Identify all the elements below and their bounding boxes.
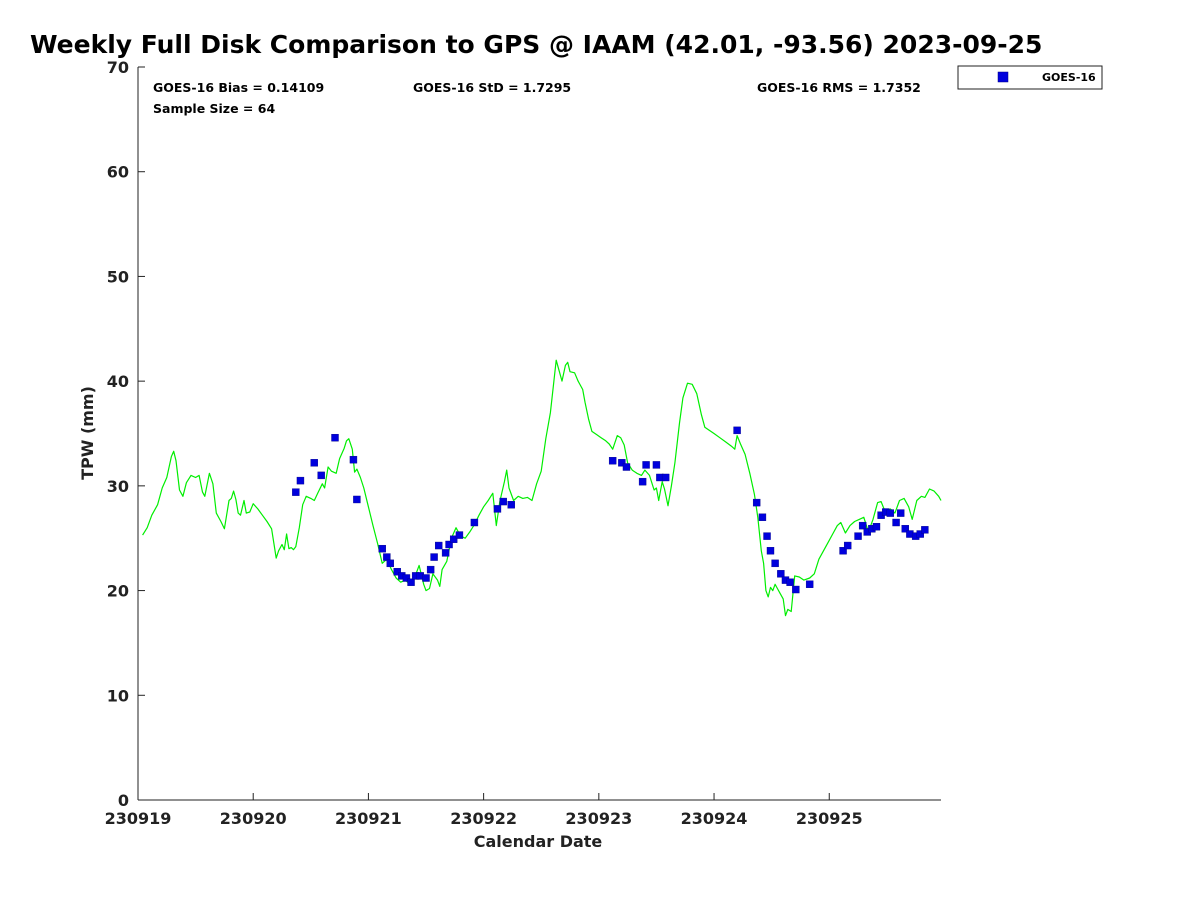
goes16-point bbox=[441, 549, 450, 557]
goes16-point bbox=[407, 578, 415, 586]
goes16-point bbox=[763, 532, 771, 540]
x-tick-label: 230924 bbox=[681, 809, 748, 828]
goes16-point bbox=[858, 521, 867, 530]
y-tick-label: 60 bbox=[107, 163, 129, 182]
y-tick-label: 30 bbox=[107, 477, 129, 496]
goes16-point bbox=[455, 531, 464, 539]
legend-label: GOES-16 bbox=[1042, 71, 1096, 84]
axes: 0 10 20 30 40 50 60 70 230919 230920 230921 230922 2… bbox=[105, 58, 941, 828]
goes16-point bbox=[872, 522, 881, 531]
goes16-point bbox=[839, 547, 847, 555]
goes16-point bbox=[493, 505, 502, 513]
goes16-point bbox=[758, 513, 767, 521]
goes16-point bbox=[886, 509, 895, 517]
chart-title: Weekly Full Disk Comparison to GPS @ IAA… bbox=[30, 30, 1043, 59]
goes16-point bbox=[766, 547, 775, 555]
goes16-point bbox=[349, 455, 358, 464]
x-tick-label: 230922 bbox=[450, 809, 517, 828]
y-tick-label: 20 bbox=[107, 582, 129, 601]
goes16-point bbox=[792, 585, 800, 594]
goes16-point bbox=[896, 509, 905, 517]
sample-size-stat: Sample Size = 64 bbox=[153, 101, 275, 116]
x-tick-label: 230921 bbox=[335, 809, 402, 828]
goes16-point bbox=[331, 433, 339, 442]
goes16-point bbox=[402, 574, 411, 582]
goes16-point bbox=[921, 526, 929, 534]
x-tick-label: 230925 bbox=[796, 809, 863, 828]
x-tick-label: 230923 bbox=[565, 809, 632, 828]
std-stat: GOES-16 StD = 1.7295 bbox=[413, 80, 571, 95]
goes16-scatter-series bbox=[292, 426, 929, 594]
goes16-point bbox=[892, 518, 900, 527]
legend: GOES-16 bbox=[957, 65, 1103, 90]
goes16-point bbox=[296, 476, 305, 485]
goes16-point bbox=[383, 553, 391, 561]
goes16-point bbox=[661, 473, 670, 482]
y-axis-label: TPW (mm) bbox=[78, 386, 97, 480]
goes16-point bbox=[752, 498, 761, 507]
goes16-point bbox=[445, 540, 453, 549]
goes16-point bbox=[430, 553, 438, 561]
goes16-point bbox=[916, 530, 924, 538]
goes16-point bbox=[733, 426, 741, 435]
legend-box bbox=[957, 65, 1103, 90]
goes16-point bbox=[618, 459, 626, 467]
goes16-point bbox=[422, 574, 430, 582]
y-tick-label: 10 bbox=[107, 686, 129, 705]
x-axis-label: Calendar Date bbox=[474, 832, 603, 851]
goes16-point bbox=[777, 570, 785, 578]
goes16-point bbox=[638, 477, 647, 486]
rms-stat: GOES-16 RMS = 1.7352 bbox=[757, 80, 921, 95]
goes16-point bbox=[786, 578, 794, 586]
gps-line-series bbox=[142, 359, 942, 617]
goes16-point bbox=[771, 559, 779, 568]
y-tick-label: 70 bbox=[107, 58, 129, 77]
goes16-point bbox=[393, 568, 401, 576]
gps-tpw-line bbox=[142, 359, 942, 617]
goes16-point bbox=[854, 532, 862, 540]
goes16-point bbox=[805, 580, 814, 588]
goes16-point bbox=[642, 461, 650, 469]
goes16-point bbox=[449, 535, 458, 543]
goes16-point bbox=[426, 565, 435, 574]
goes16-point bbox=[652, 461, 661, 469]
goes16-point bbox=[843, 541, 852, 550]
goes16-point bbox=[507, 501, 515, 509]
goes16-point bbox=[353, 495, 361, 504]
goes16-point bbox=[434, 541, 443, 550]
x-tick-label: 230919 bbox=[105, 809, 172, 828]
goes16-point bbox=[317, 471, 325, 480]
y-tick-label: 0 bbox=[118, 791, 129, 810]
goes16-point bbox=[499, 497, 507, 506]
y-tick-label: 50 bbox=[107, 267, 129, 286]
goes16-point bbox=[608, 457, 617, 465]
x-tick-label: 230920 bbox=[220, 809, 287, 828]
bias-stat: GOES-16 Bias = 0.14109 bbox=[153, 80, 324, 95]
legend-marker bbox=[997, 71, 1009, 83]
goes16-point bbox=[470, 518, 479, 527]
goes16-point bbox=[378, 544, 386, 553]
y-tick-label: 40 bbox=[107, 372, 129, 391]
goes16-point bbox=[310, 459, 318, 467]
goes16-point bbox=[386, 559, 395, 568]
goes16-point bbox=[622, 463, 631, 471]
goes16-point bbox=[292, 488, 300, 496]
goes16-point bbox=[901, 525, 909, 533]
